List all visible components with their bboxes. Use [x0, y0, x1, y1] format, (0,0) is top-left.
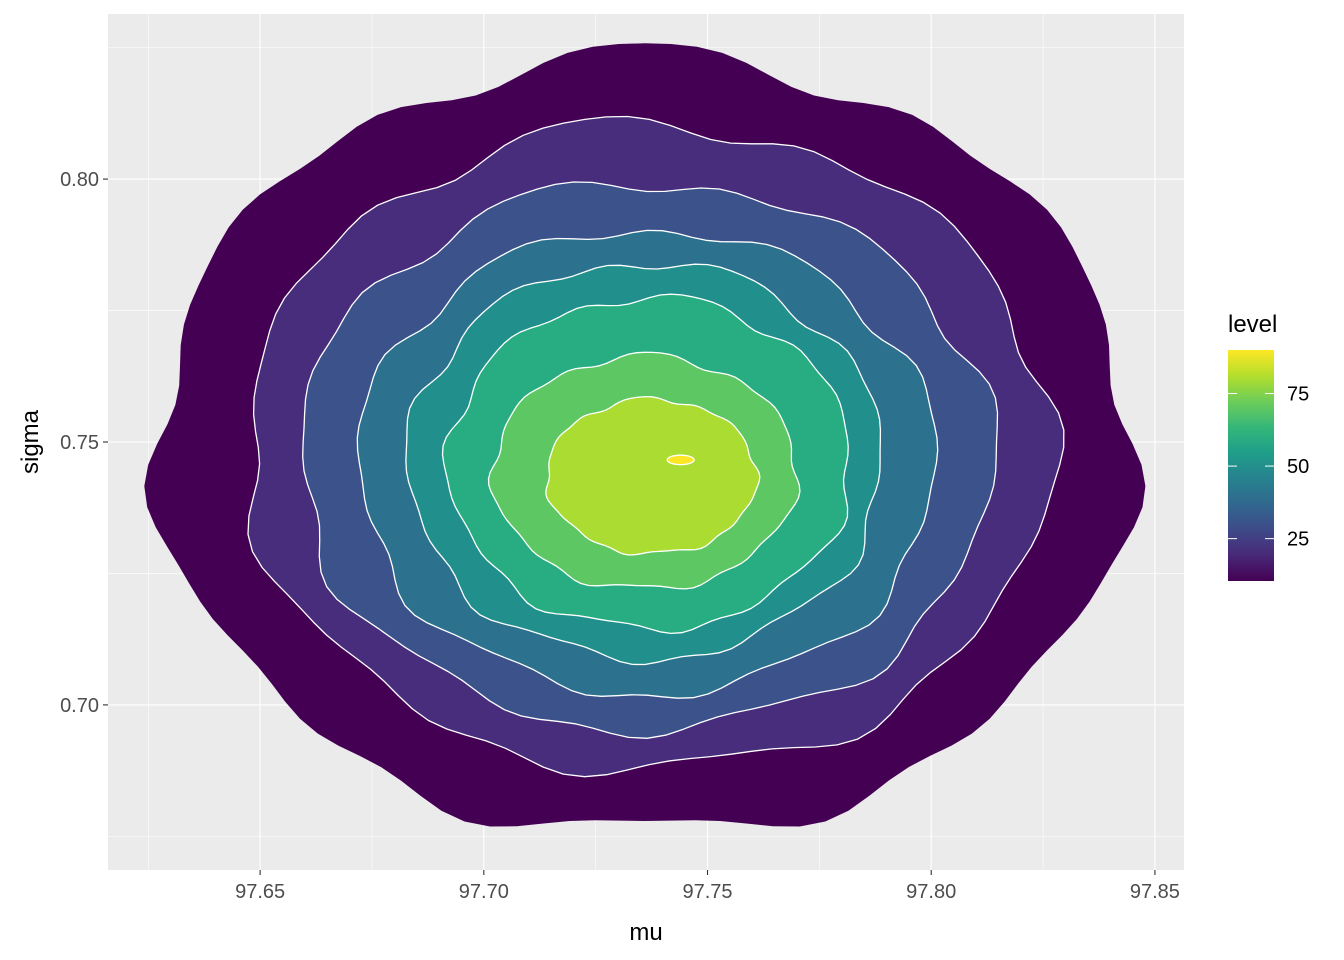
y-tick-label: 0.80 — [60, 169, 99, 191]
x-tick-label: 97.75 — [682, 881, 732, 903]
x-axis: 97.65 97.70 97.75 97.80 97.85 — [235, 870, 1180, 903]
x-tick-label: 97.70 — [459, 881, 509, 903]
legend-tick-label: 50 — [1287, 456, 1309, 478]
legend-ticks: 25 50 75 — [1228, 384, 1309, 551]
legend-tick-label: 75 — [1287, 384, 1309, 406]
y-tick-label: 0.70 — [60, 695, 99, 717]
y-axis: 0.70 0.75 0.80 — [60, 169, 108, 717]
x-tick-label: 97.85 — [1130, 881, 1180, 903]
legend-tick-label: 25 — [1287, 529, 1309, 551]
x-axis-title: mu — [629, 919, 662, 946]
x-tick-label: 97.80 — [906, 881, 956, 903]
contour-band-level-90 — [666, 454, 695, 466]
legend-title: level — [1228, 311, 1277, 338]
y-axis-title: sigma — [17, 409, 44, 474]
x-tick-label: 97.65 — [235, 881, 285, 903]
contour-bands — [144, 43, 1146, 827]
contour-band-level-80 — [545, 395, 761, 556]
legend-colorbar — [1228, 350, 1274, 581]
y-tick-label: 0.75 — [60, 432, 99, 454]
